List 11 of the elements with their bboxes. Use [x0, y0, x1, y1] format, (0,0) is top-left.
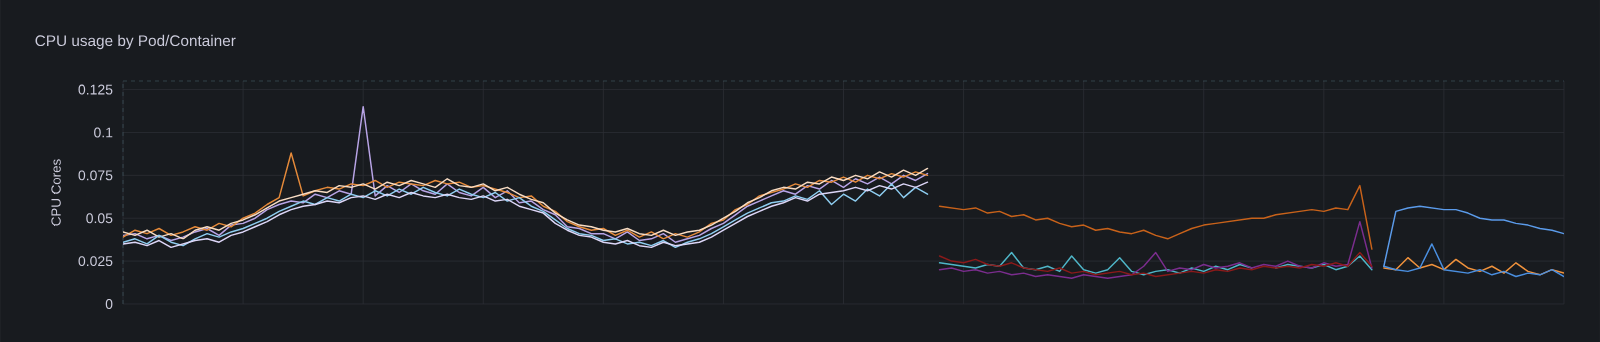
y-axis-title: CPU Cores [51, 159, 61, 226]
line-series [123, 167, 929, 240]
y-tick-label: 0 [105, 299, 113, 309]
y-tick-label: 0.075 [78, 170, 113, 181]
line-series [1383, 256, 1564, 276]
y-tick-label: 0.05 [86, 213, 113, 224]
chart-title: CPU usage by Pod/Container [35, 34, 236, 50]
y-tick-label: 0.125 [78, 84, 113, 95]
y-tick-label: 0.025 [78, 256, 113, 267]
line-series [123, 105, 929, 243]
y-tick-label: 0.1 [94, 127, 113, 138]
